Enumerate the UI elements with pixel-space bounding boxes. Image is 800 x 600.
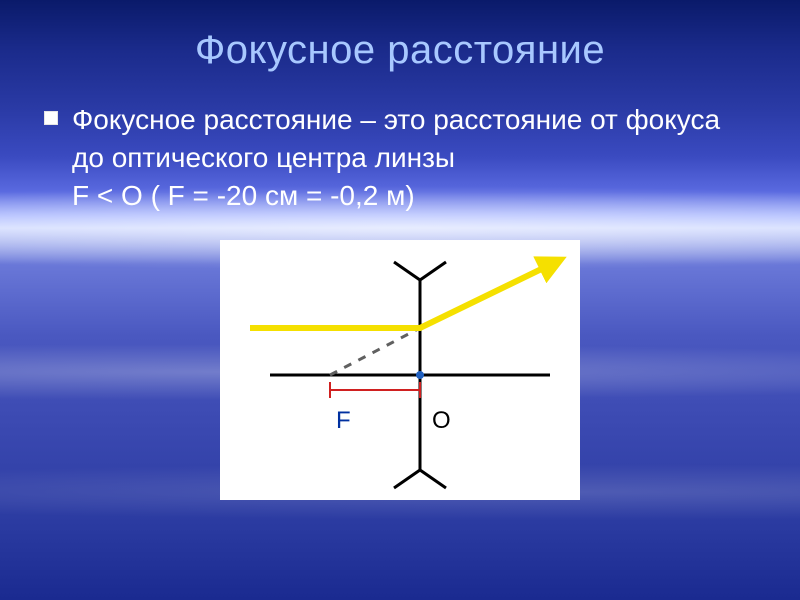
body-text: Фокусное расстояние – это расстояние от … [72, 101, 756, 214]
svg-text:F: F [336, 407, 351, 434]
diagram-svg: FO [220, 240, 580, 500]
svg-text:O: O [432, 407, 451, 434]
diagram-container: FO [44, 240, 756, 500]
definition-text: Фокусное расстояние – это расстояние от … [72, 104, 720, 173]
formula-text: F < O ( F = -20 см = -0,2 м) [72, 180, 415, 211]
optics-diagram: FO [220, 240, 580, 500]
slide-title: Фокусное расстояние [44, 28, 756, 73]
slide: Фокусное расстояние Фокусное расстояние … [0, 0, 800, 600]
bullet-item: Фокусное расстояние – это расстояние от … [44, 101, 756, 214]
bullet-icon [44, 111, 58, 125]
